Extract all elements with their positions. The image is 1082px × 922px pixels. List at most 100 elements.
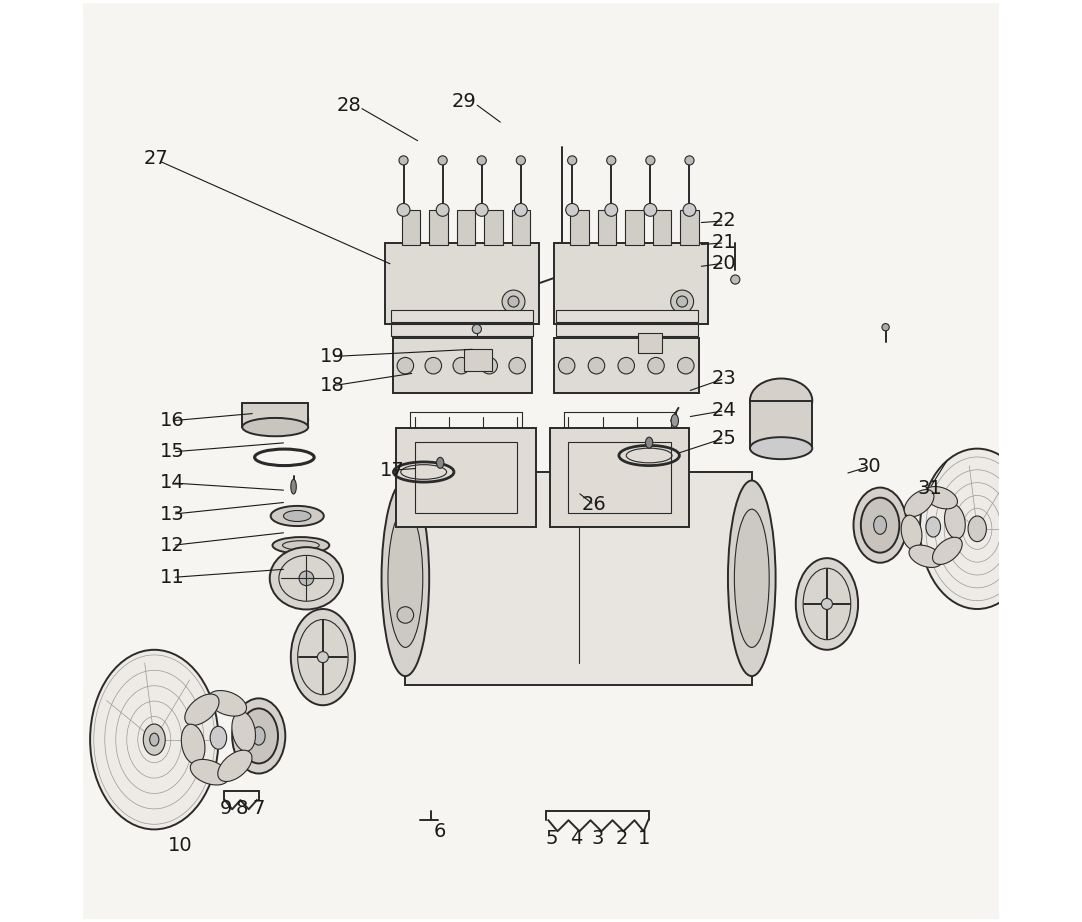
Bar	[556, 325, 698, 337]
Text: 14: 14	[160, 474, 185, 492]
Ellipse shape	[677, 358, 694, 374]
Bar	[457, 210, 475, 244]
Ellipse shape	[607, 156, 616, 165]
Text: 4: 4	[569, 829, 582, 848]
Text: 29: 29	[451, 92, 476, 112]
Ellipse shape	[873, 516, 886, 535]
Ellipse shape	[242, 418, 308, 436]
Ellipse shape	[239, 708, 278, 763]
Ellipse shape	[730, 275, 740, 284]
Bar	[464, 349, 491, 372]
Ellipse shape	[509, 296, 519, 307]
Ellipse shape	[920, 449, 1034, 609]
Text: 27: 27	[144, 149, 169, 168]
Ellipse shape	[436, 204, 449, 217]
Ellipse shape	[185, 694, 219, 726]
Text: 5: 5	[545, 829, 558, 848]
Ellipse shape	[210, 727, 226, 750]
Ellipse shape	[795, 558, 858, 650]
Text: 31: 31	[918, 479, 942, 498]
Ellipse shape	[945, 504, 965, 538]
Ellipse shape	[425, 358, 441, 374]
Ellipse shape	[558, 358, 575, 374]
Ellipse shape	[901, 515, 922, 550]
Bar	[556, 310, 698, 322]
Ellipse shape	[882, 324, 889, 331]
Bar	[554, 338, 699, 393]
Bar	[396, 428, 536, 527]
Ellipse shape	[933, 538, 962, 564]
Text: 2: 2	[616, 829, 628, 848]
Ellipse shape	[676, 296, 688, 307]
Ellipse shape	[671, 414, 678, 427]
Ellipse shape	[397, 607, 413, 623]
Bar	[391, 310, 532, 322]
Ellipse shape	[854, 488, 907, 562]
Ellipse shape	[273, 537, 329, 553]
Text: 10: 10	[168, 836, 193, 856]
Ellipse shape	[399, 156, 408, 165]
Ellipse shape	[232, 712, 255, 751]
Ellipse shape	[90, 650, 219, 830]
Text: 9: 9	[220, 798, 232, 818]
Text: 23: 23	[712, 369, 737, 388]
Bar	[512, 210, 530, 244]
Ellipse shape	[270, 506, 324, 526]
Ellipse shape	[149, 733, 159, 746]
Ellipse shape	[728, 480, 776, 676]
Text: 19: 19	[319, 347, 344, 366]
Text: 18: 18	[319, 376, 344, 396]
Bar	[598, 210, 616, 244]
Bar	[681, 210, 699, 244]
Ellipse shape	[968, 516, 987, 541]
Ellipse shape	[477, 156, 486, 165]
Bar	[750, 400, 813, 448]
Text: 3: 3	[592, 829, 604, 848]
Bar	[393, 338, 532, 393]
Ellipse shape	[291, 479, 296, 494]
Bar	[430, 210, 448, 244]
Text: 26: 26	[582, 495, 607, 514]
Bar	[242, 403, 308, 427]
Ellipse shape	[605, 204, 618, 217]
Bar	[484, 210, 502, 244]
Ellipse shape	[475, 204, 488, 217]
Bar	[414, 442, 517, 514]
Ellipse shape	[735, 509, 769, 647]
Bar	[550, 428, 689, 527]
Ellipse shape	[671, 290, 694, 313]
Text: 17: 17	[380, 461, 405, 479]
Ellipse shape	[509, 358, 526, 374]
Ellipse shape	[269, 547, 343, 609]
Bar	[554, 242, 708, 324]
Ellipse shape	[924, 487, 958, 509]
Ellipse shape	[453, 358, 470, 374]
Text: 11: 11	[160, 568, 185, 587]
Ellipse shape	[926, 517, 940, 537]
Text: 15: 15	[160, 443, 185, 461]
Ellipse shape	[317, 652, 328, 663]
Text: 6: 6	[434, 822, 447, 841]
Ellipse shape	[821, 598, 832, 609]
Ellipse shape	[242, 405, 308, 434]
Ellipse shape	[283, 511, 311, 522]
Text: 25: 25	[712, 429, 737, 447]
Ellipse shape	[388, 509, 423, 647]
Ellipse shape	[252, 727, 265, 745]
Ellipse shape	[683, 204, 696, 217]
Ellipse shape	[299, 571, 314, 585]
Ellipse shape	[382, 480, 430, 676]
Ellipse shape	[861, 498, 899, 552]
Text: 20: 20	[712, 254, 737, 273]
Ellipse shape	[589, 358, 605, 374]
Text: 30: 30	[857, 457, 882, 476]
Ellipse shape	[905, 490, 934, 516]
Ellipse shape	[291, 609, 355, 705]
Text: 7: 7	[252, 798, 265, 818]
Ellipse shape	[481, 358, 498, 374]
Ellipse shape	[208, 691, 247, 716]
Text: 22: 22	[712, 211, 737, 230]
Ellipse shape	[514, 204, 527, 217]
Ellipse shape	[750, 437, 813, 459]
Ellipse shape	[502, 290, 525, 313]
